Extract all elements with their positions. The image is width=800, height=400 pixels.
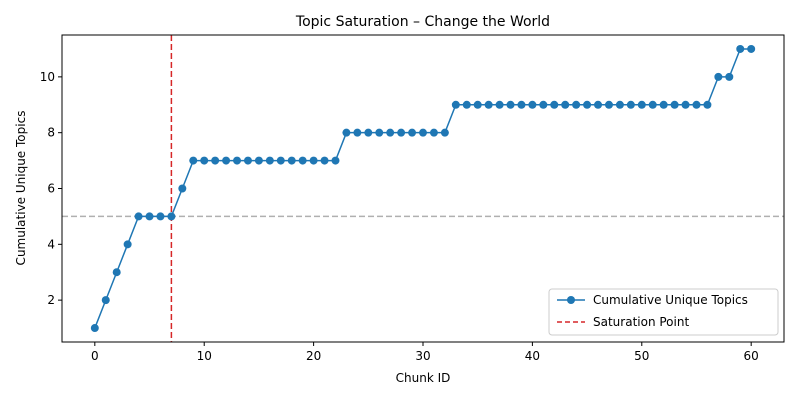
- data-point: [320, 156, 329, 165]
- y-tick-label: 6: [47, 182, 55, 196]
- y-axis: 2 4 6 8 10: [40, 70, 62, 307]
- data-point: [451, 100, 460, 109]
- data-point: [167, 212, 176, 221]
- data-point: [539, 100, 548, 109]
- data-point: [419, 128, 427, 137]
- legend: Cumulative Unique Topics Saturation Poin…: [548, 288, 779, 336]
- data-point: [714, 72, 723, 81]
- data-point: [747, 44, 756, 53]
- legend-label-series: Cumulative Unique Topics: [593, 293, 748, 307]
- y-tick-label: 2: [47, 293, 55, 307]
- data-point: [134, 212, 143, 221]
- data-point: [561, 100, 570, 109]
- data-point: [112, 268, 121, 277]
- data-point: [462, 100, 471, 109]
- data-point: [626, 100, 635, 109]
- data-point: [364, 128, 373, 137]
- data-point: [615, 100, 624, 109]
- data-point: [517, 100, 526, 109]
- data-point: [386, 128, 395, 137]
- data-point: [90, 324, 99, 333]
- data-point: [473, 100, 482, 109]
- data-point: [265, 156, 274, 165]
- data-point: [495, 100, 504, 109]
- data-point: [211, 156, 220, 165]
- x-axis: 0 10 20 30 40 50 60: [91, 342, 759, 363]
- data-point: [659, 100, 668, 109]
- data-point: [637, 100, 646, 109]
- data-point: [725, 72, 734, 81]
- data-point: [298, 156, 307, 165]
- data-point: [440, 128, 449, 137]
- data-point: [583, 100, 592, 109]
- data-point: [692, 100, 701, 109]
- data-point: [594, 100, 603, 109]
- data-point: [254, 156, 263, 165]
- data-point: [681, 100, 690, 109]
- x-tick-label: 50: [634, 349, 649, 363]
- data-point: [123, 240, 132, 249]
- data-point: [408, 128, 417, 137]
- y-tick-label: 8: [47, 126, 55, 140]
- y-tick-label: 4: [47, 237, 55, 251]
- x-tick-label: 60: [744, 349, 759, 363]
- y-axis-label: Cumulative Unique Topics: [14, 111, 28, 266]
- x-tick-label: 20: [306, 349, 321, 363]
- legend-label-saturation: Saturation Point: [593, 315, 689, 329]
- data-point: [342, 128, 351, 137]
- data-point: [375, 128, 384, 137]
- data-point: [604, 100, 613, 109]
- series-layer: [90, 44, 756, 333]
- data-point: [397, 128, 406, 137]
- data-point: [353, 128, 362, 137]
- data-point: [309, 156, 318, 165]
- data-point: [243, 156, 252, 165]
- x-tick-label: 0: [91, 349, 99, 363]
- y-tick-label: 10: [40, 70, 55, 84]
- x-tick-label: 10: [197, 349, 212, 363]
- data-point: [484, 100, 493, 109]
- data-point: [550, 100, 559, 109]
- chart-title: Topic Saturation – Change the World: [295, 14, 550, 30]
- reference-lines: [62, 35, 784, 342]
- data-point: [331, 156, 340, 165]
- data-point: [670, 100, 679, 109]
- data-point: [101, 296, 110, 305]
- data-point: [276, 156, 285, 165]
- data-point: [528, 100, 537, 109]
- data-point: [156, 212, 165, 221]
- legend-marker-swatch: [567, 296, 575, 304]
- data-point: [200, 156, 209, 165]
- data-point: [506, 100, 515, 109]
- x-tick-label: 30: [415, 349, 430, 363]
- data-point: [703, 100, 712, 109]
- data-point: [178, 184, 187, 193]
- data-point: [572, 100, 581, 109]
- data-point: [145, 212, 154, 221]
- data-point: [189, 156, 198, 165]
- data-point: [222, 156, 231, 165]
- data-point: [648, 100, 657, 109]
- data-point: [429, 128, 438, 137]
- x-tick-label: 40: [525, 349, 540, 363]
- data-point: [287, 156, 296, 165]
- legend-box: [548, 288, 779, 336]
- data-point: [233, 156, 242, 165]
- x-axis-label: Chunk ID: [396, 371, 451, 385]
- series-line: [94, 48, 752, 329]
- data-point: [736, 44, 745, 53]
